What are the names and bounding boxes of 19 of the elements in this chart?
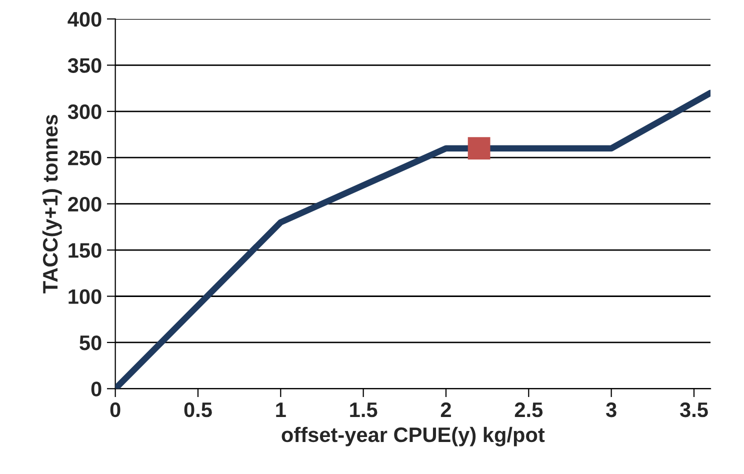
x-tick-label: 3 bbox=[606, 402, 616, 418]
x-axis-title: offset-year CPUE(y) kg/pot bbox=[282, 426, 545, 446]
x-tick-label: 2.5 bbox=[514, 402, 543, 418]
x-tick-label: 1 bbox=[276, 402, 286, 417]
x-tick-label: 0 bbox=[110, 402, 120, 418]
y-tick-label: 200 bbox=[68, 196, 102, 212]
y-tick-label: 300 bbox=[68, 104, 102, 120]
x-tick-label: 2 bbox=[440, 402, 451, 417]
y-tick-label: 0 bbox=[91, 382, 102, 396]
y-tick-label: 100 bbox=[68, 289, 102, 304]
y-tick-label: 50 bbox=[80, 335, 102, 350]
y-tick-label: 350 bbox=[68, 58, 102, 73]
y-tick-label: 250 bbox=[68, 150, 102, 166]
y-axis-title: TACC(y+1) tonnes bbox=[42, 114, 62, 294]
y-tick-label: 150 bbox=[68, 243, 102, 258]
x-tick-label: 1.5 bbox=[350, 402, 378, 418]
y-tick-label: 400 bbox=[68, 12, 102, 27]
x-tick-label: 0.5 bbox=[184, 402, 212, 418]
x-tick-label: 3.5 bbox=[680, 402, 708, 418]
